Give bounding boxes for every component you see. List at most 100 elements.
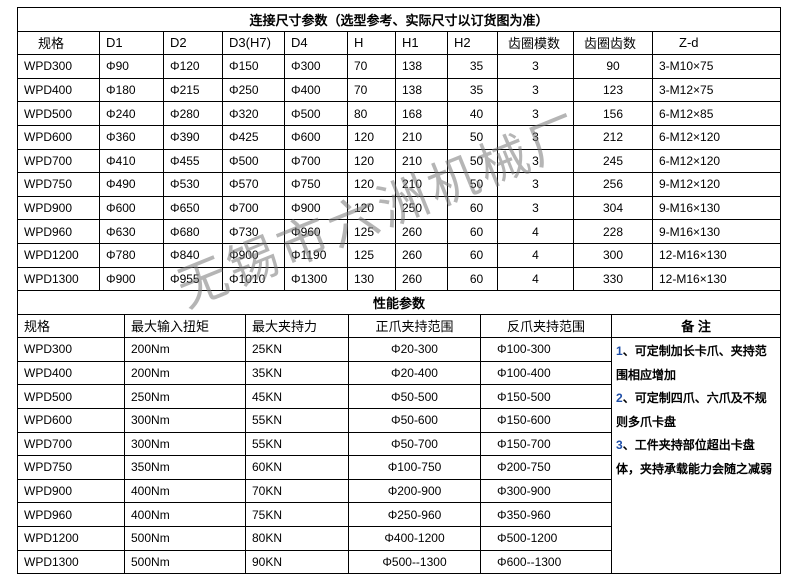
table-cell: 90KN — [245, 549, 349, 575]
table-cell: 55KN — [245, 431, 349, 457]
table-cell: Φ630 — [99, 219, 164, 244]
table-cell: Φ20-300 — [348, 337, 481, 362]
table-cell: 70 — [347, 54, 396, 79]
table-cell: Φ500 — [222, 148, 285, 174]
column-header: 最大输入扭矩 — [124, 313, 246, 339]
table-cell: 500Nm — [124, 525, 246, 551]
table-cell: 25KN — [245, 337, 349, 362]
table-cell: Φ900 — [222, 242, 285, 268]
table-cell: 350Nm — [124, 455, 246, 480]
table-cell: Φ700 — [222, 195, 285, 221]
table-cell: 123 — [573, 77, 653, 103]
table-cell: WPD500 — [17, 384, 125, 409]
table-cell: Φ400 — [284, 77, 348, 103]
table-cell: WPD1300 — [17, 266, 100, 292]
table-cell: 80KN — [245, 525, 349, 551]
table-cell: 50 — [447, 148, 498, 174]
table-cell: 210 — [395, 148, 448, 174]
column-header: Z-d — [651, 30, 782, 56]
table-cell: 80 — [347, 101, 396, 126]
table-cell: Φ250 — [222, 77, 285, 103]
table-cell: 35KN — [245, 360, 349, 386]
column-header: 规格 — [17, 30, 100, 56]
remarks-header: 备 注 — [610, 313, 782, 339]
table-cell: Φ150-700 — [480, 431, 612, 457]
table-cell: 156 — [573, 101, 653, 126]
column-header: D2 — [163, 30, 223, 56]
table-cell: Φ730 — [222, 219, 285, 244]
column-header: 最大夹持力 — [245, 313, 349, 339]
table-cell: 60 — [447, 195, 498, 221]
table-cell: Φ500 — [284, 101, 348, 126]
table-cell: 400Nm — [124, 502, 246, 527]
column-header: 反爪夹持范围 — [480, 313, 612, 339]
header-row: 规格 D1 D2 D3(H7) D4 H H1 H2 齿圈模数 齿圈齿数 Z-d — [17, 30, 782, 56]
remark-text: 、工件夹持部位超出卡盘体，夹持承载能力会随之减弱 — [616, 438, 773, 476]
table-cell: Φ425 — [222, 124, 285, 150]
remark-text: 、可定制加长卡爪、夹持范围相应增加 — [616, 344, 767, 382]
table-cell: 6-M12×120 — [651, 148, 782, 174]
table-cell: 120 — [347, 148, 396, 174]
table-cell: Φ400-1200 — [348, 525, 481, 551]
table-cell: Φ955 — [163, 266, 223, 292]
table-cell: 3 — [497, 148, 574, 174]
table-cell: 55KN — [245, 407, 349, 433]
table-row: WPD600 Φ360 Φ390 Φ425 Φ600 120 210 50 3 212 6-M12×… — [17, 124, 782, 150]
table-cell: Φ570 — [222, 172, 285, 197]
table-row: WPD900 400Nm 70KN Φ200-900 Φ300-900 — [17, 478, 781, 504]
table-cell: 138 — [395, 54, 448, 79]
table-cell: 6-M12×120 — [651, 124, 782, 150]
table-cell: Φ455 — [163, 148, 223, 174]
table-cell: Φ750 — [284, 172, 348, 197]
table-cell: Φ280 — [163, 101, 223, 126]
table-cell: WPD700 — [17, 431, 125, 457]
column-header: 正爪夹持范围 — [348, 313, 481, 339]
table-cell: 125 — [347, 242, 396, 268]
table-cell: 168 — [395, 101, 448, 126]
table-row: WPD700 Φ410 Φ455 Φ500 Φ700 120 210 50 3 245 6-M12×… — [17, 148, 782, 174]
table-cell: 60KN — [245, 455, 349, 480]
table-cell: 12-M16×130 — [651, 242, 782, 268]
remark-text: 、可定制四爪、六爪及不规则多爪卡盘 — [616, 391, 767, 429]
table-cell: 35 — [447, 77, 498, 103]
table-cell: 260 — [395, 219, 448, 244]
table-cell: Φ100-400 — [480, 360, 612, 386]
table-cell: 9-M16×130 — [651, 219, 782, 244]
table-cell: Φ320 — [222, 101, 285, 126]
table-cell: Φ100-750 — [348, 455, 481, 480]
table-cell: WPD400 — [17, 360, 125, 386]
table-cell: 300Nm — [124, 431, 246, 457]
table-cell: Φ100-300 — [480, 337, 612, 362]
table-row: WPD1200 Φ780 Φ840 Φ900 Φ1190 125 260 60 4 300 12-M… — [17, 242, 782, 268]
table-cell: WPD900 — [17, 195, 100, 221]
table-cell: 90 — [573, 54, 653, 79]
table-cell: 4 — [497, 266, 574, 292]
table-cell: Φ410 — [99, 148, 164, 174]
table-cell: 125 — [347, 219, 396, 244]
table-cell: Φ900 — [99, 266, 164, 292]
table-cell: 50 — [447, 172, 498, 197]
table-cell: 245 — [573, 148, 653, 174]
table-row: WPD400 200Nm 35KN Φ20-400 Φ100-400 — [17, 360, 781, 386]
table-cell: Φ120 — [163, 54, 223, 79]
table-cell: 250 — [395, 195, 448, 221]
table-cell: 200Nm — [124, 337, 246, 362]
table-cell: Φ200-750 — [480, 455, 612, 480]
table-row: WPD500 Φ240 Φ280 Φ320 Φ500 80 168 40 3 156 6-M12×8… — [17, 101, 782, 126]
table-cell: 228 — [573, 219, 653, 244]
table-cell: WPD960 — [17, 502, 125, 527]
table-cell: 45KN — [245, 384, 349, 409]
table-cell: Φ360 — [99, 124, 164, 150]
table-cell: 120 — [347, 195, 396, 221]
table-row: WPD1300 Φ900 Φ955 Φ1010 Φ1300 130 260 60 4 330 12-… — [17, 266, 782, 292]
table-row: WPD300 Φ90 Φ120 Φ150 Φ300 70 138 35 3 90 3-M10×75 — [17, 54, 782, 79]
table-cell: 3 — [497, 124, 574, 150]
table-cell: 138 — [395, 77, 448, 103]
table-row: WPD960 Φ630 Φ680 Φ730 Φ960 125 260 60 4 228 9-M16×… — [17, 219, 782, 244]
column-header: 规格 — [17, 313, 125, 339]
table-row: WPD1300 500Nm 90KN Φ500--1300 Φ600--1300 — [17, 549, 781, 575]
column-header: 齿圈齿数 — [573, 30, 653, 56]
table-cell: 3 — [497, 101, 574, 126]
table-cell: 130 — [347, 266, 396, 292]
table-cell: WPD500 — [17, 101, 100, 126]
